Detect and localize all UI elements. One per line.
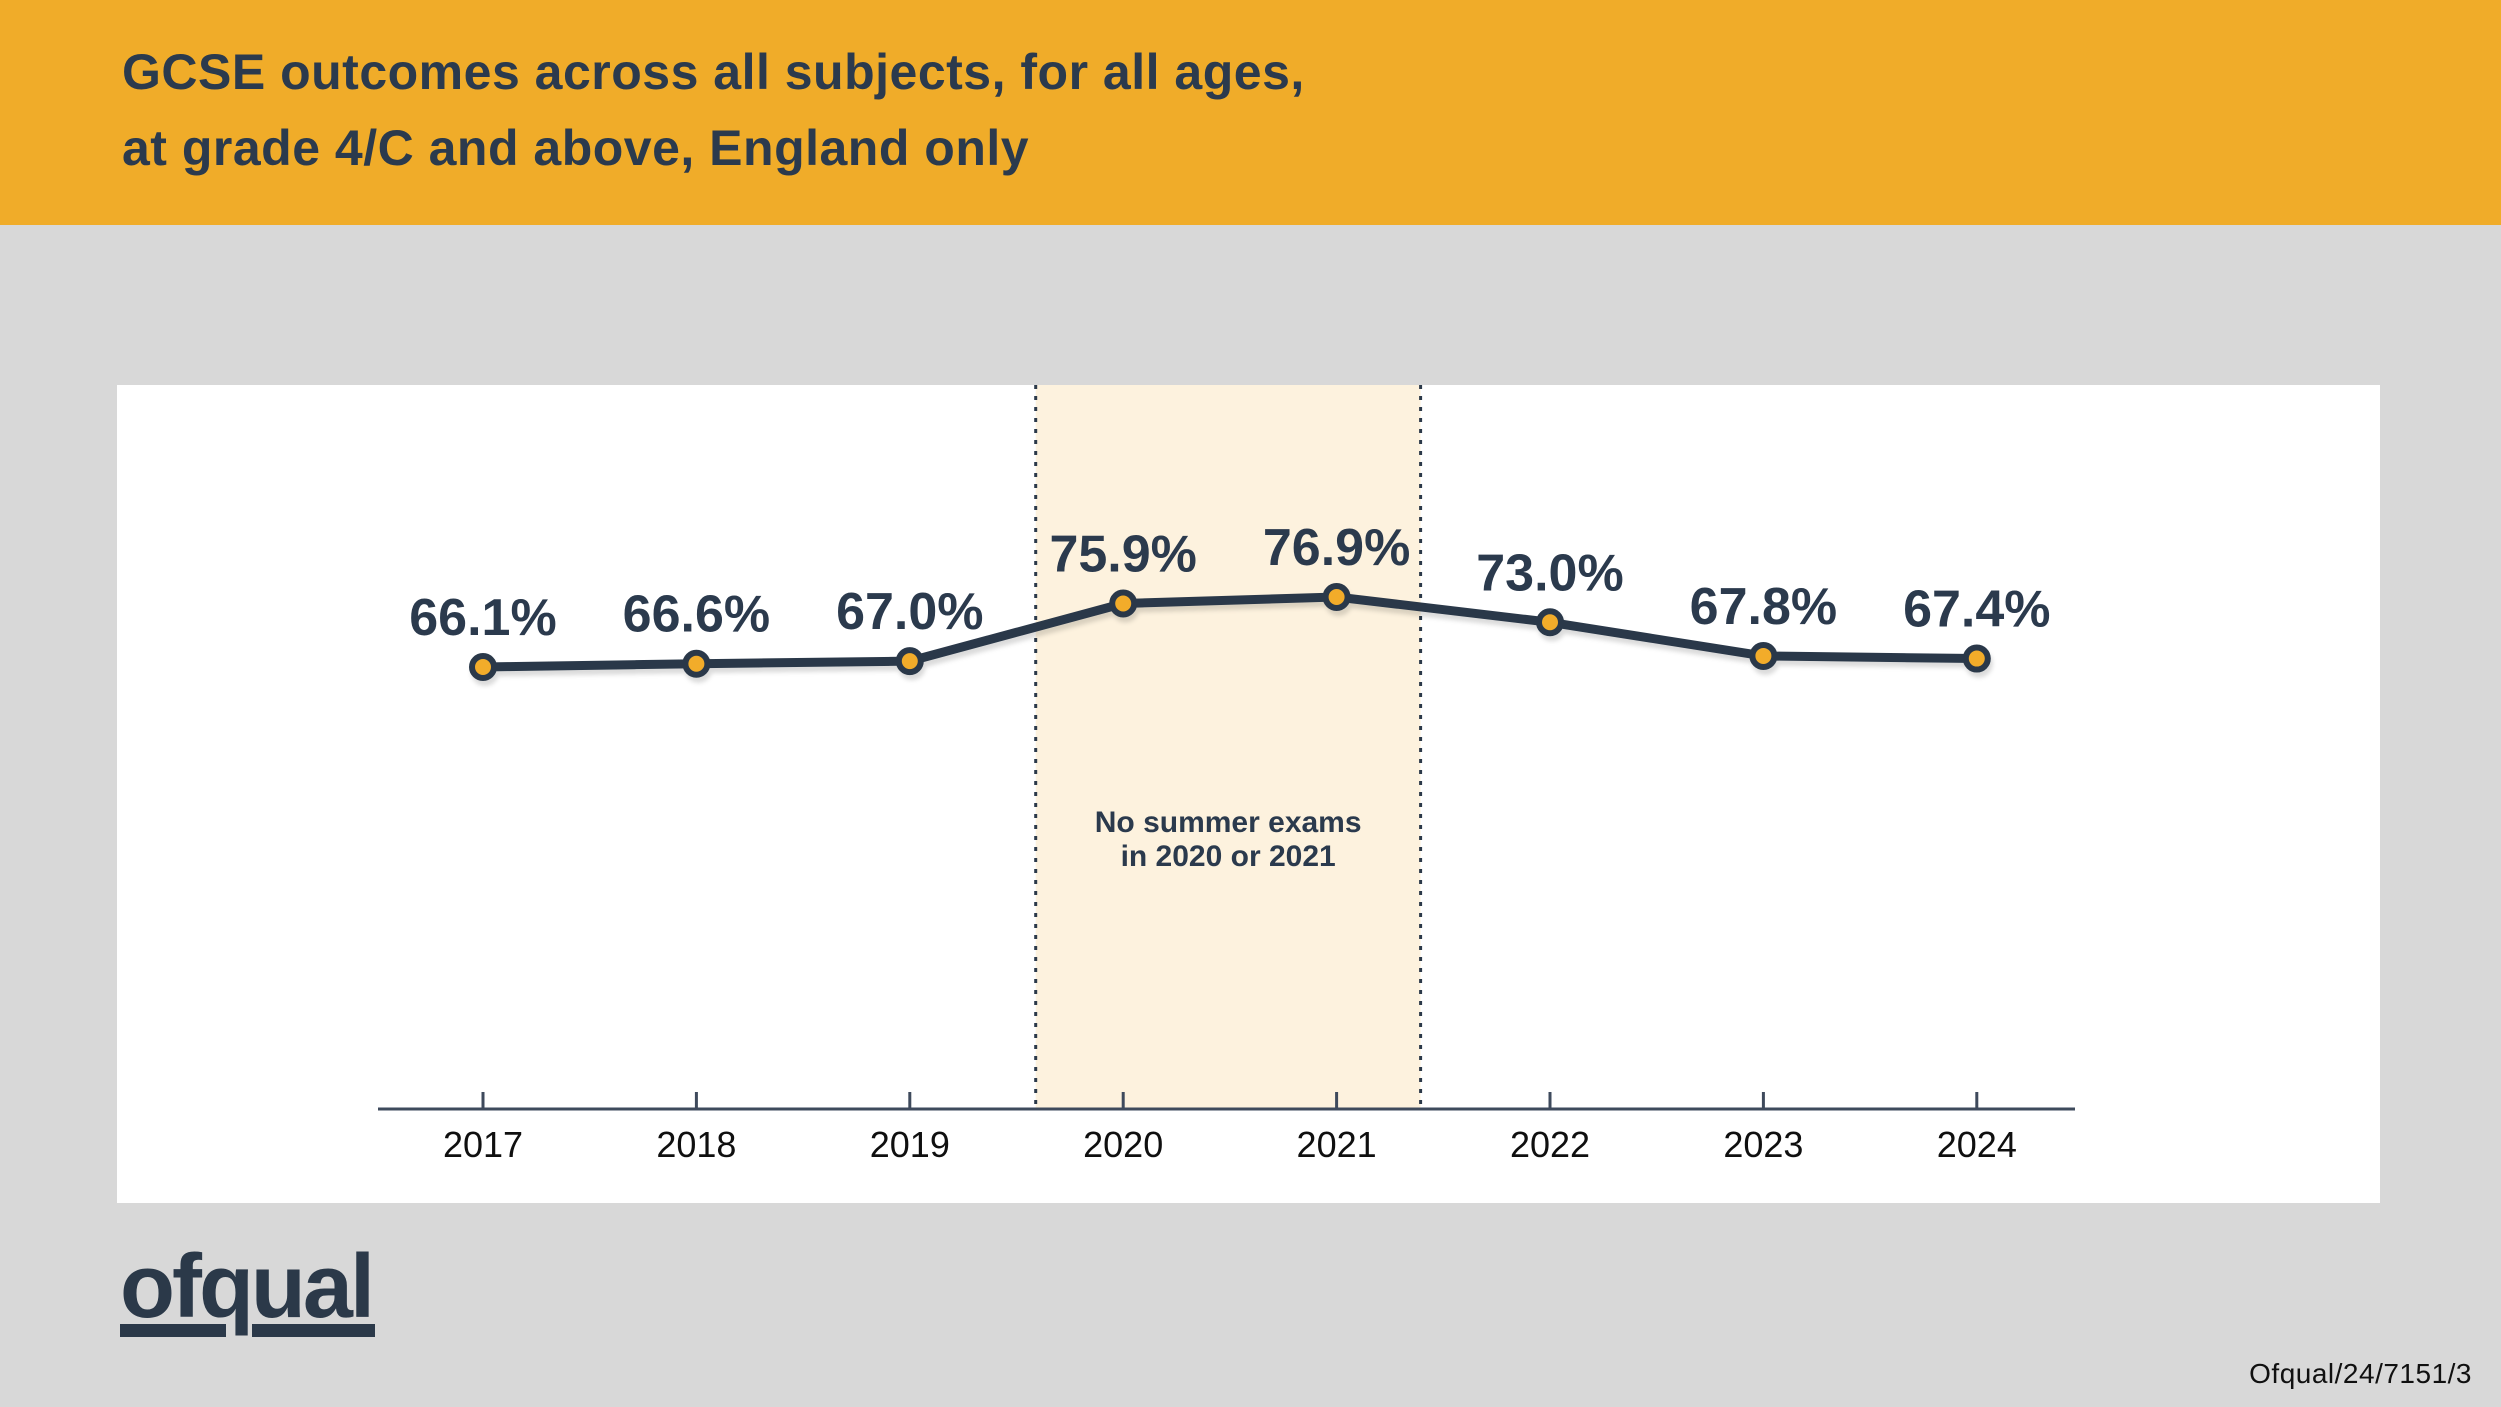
ofqual-logo: ofqual <box>120 1237 375 1337</box>
region-annotation-line: in 2020 or 2021 <box>1121 840 1336 873</box>
x-axis-year-label: 2020 <box>1083 1124 1163 1165</box>
data-point-marker <box>895 647 924 676</box>
data-point-value-label: 73.0% <box>1476 544 1623 602</box>
region-annotation-line: No summer exams <box>1095 806 1362 839</box>
data-point-marker <box>469 652 497 681</box>
data-point-marker <box>1749 641 1778 670</box>
page-title-line-1: GCSE outcomes across all subjects, for a… <box>122 44 1305 100</box>
data-point-marker <box>1109 589 1138 618</box>
data-point-marker <box>1962 644 1991 673</box>
x-axis-year-label: 2022 <box>1510 1124 1590 1165</box>
x-axis-year-label: 2023 <box>1723 1124 1803 1165</box>
page-title: GCSE outcomes across all subjects, for a… <box>122 34 1305 186</box>
data-point-marker <box>682 649 711 678</box>
ofqual-logo-underline-right <box>252 1324 375 1337</box>
data-point-value-label: 66.6% <box>623 586 770 644</box>
data-point-value-label: 75.9% <box>1049 525 1196 583</box>
x-axis-year-label: 2017 <box>443 1124 523 1165</box>
x-axis-year-label: 2018 <box>656 1124 736 1165</box>
data-point-value-label: 67.4% <box>1903 581 2050 639</box>
data-point-value-label: 67.8% <box>1690 578 1837 636</box>
trend-line <box>478 592 1982 672</box>
page-title-line-2: at grade 4/C and above, England only <box>122 120 1030 176</box>
header-band: GCSE outcomes across all subjects, for a… <box>0 0 2501 225</box>
chart-card: No summer exams in 2020 or 2021 2017 2018 20… <box>117 385 2380 1203</box>
ofqual-logo-underline-left <box>120 1324 226 1337</box>
x-axis-year-label: 2024 <box>1937 1124 2017 1165</box>
no-exams-highlight-region <box>1035 385 1421 1109</box>
data-point-marker <box>1322 583 1351 611</box>
data-point-value-label: 76.9% <box>1263 519 1410 577</box>
data-point-value-label: 66.1% <box>409 589 556 647</box>
document-reference: Ofqual/24/7151/3 <box>2249 1358 2472 1389</box>
trend-line-group <box>469 583 1991 681</box>
x-axis-year-label: 2021 <box>1297 1124 1377 1165</box>
data-point-marker <box>1536 608 1564 637</box>
data-point-value-label: 67.0% <box>836 583 983 641</box>
x-axis-year-label: 2019 <box>870 1124 950 1165</box>
